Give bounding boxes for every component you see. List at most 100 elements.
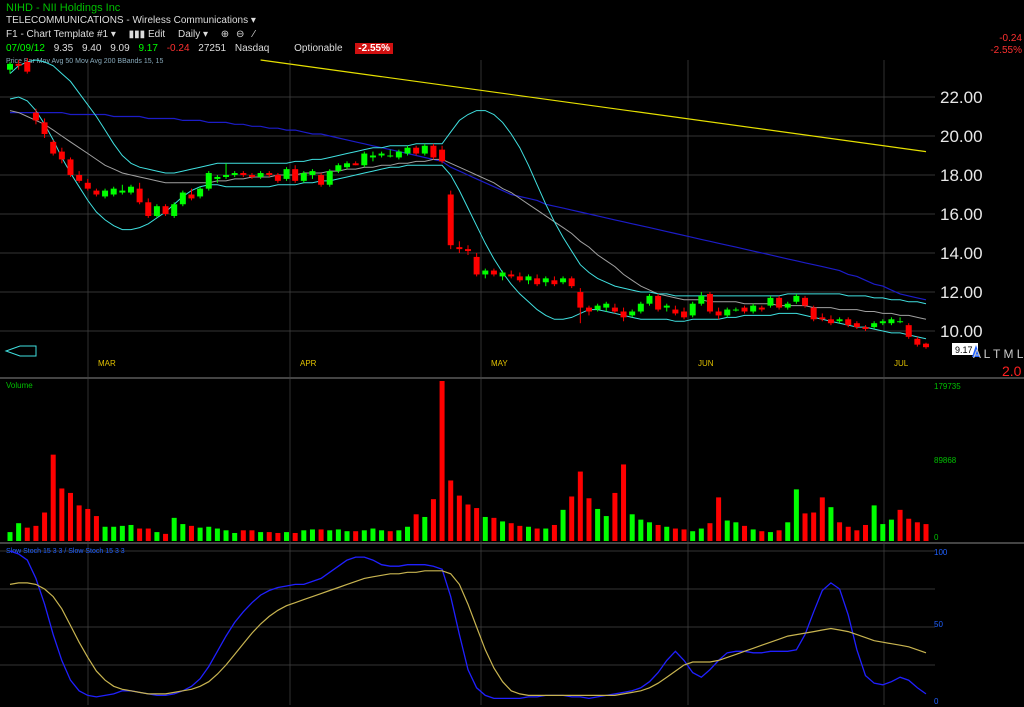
month-tick-label: APR: [300, 359, 317, 368]
candle-body: [637, 303, 644, 312]
price-tick-label: 16.00: [940, 205, 983, 224]
volume-bar: [845, 526, 851, 541]
volume-bar: [370, 528, 376, 541]
candle-body: [741, 307, 748, 312]
candle: [853, 321, 860, 330]
candle-body: [197, 188, 204, 197]
price-panel: Price Bar Mov Avg 50 Mov Avg 200 BBands …: [4, 58, 1024, 379]
candle: [482, 268, 489, 279]
candle: [248, 173, 255, 179]
candle-body: [542, 278, 549, 283]
candle-body: [50, 141, 57, 154]
candle: [750, 303, 757, 314]
volume-bar: [318, 529, 324, 541]
draw-line-icon[interactable]: ⁄: [253, 29, 255, 40]
candle-body: [283, 169, 290, 179]
candle-body: [827, 319, 834, 324]
candle: [534, 274, 541, 287]
volume-bar: [292, 532, 298, 541]
candle-body: [266, 173, 273, 175]
volume-bar: [361, 530, 367, 541]
candle-body: [136, 188, 143, 203]
volume-bar: [413, 514, 419, 541]
candle-body: [67, 159, 74, 175]
right-change: -0.24: [999, 33, 1022, 44]
candle-body: [300, 173, 307, 181]
candle-body: [585, 307, 592, 312]
candle-body: [914, 338, 921, 345]
candle: [473, 253, 480, 277]
volume-y-axis: 179735 89868 0: [934, 382, 961, 542]
volume-bar: [24, 527, 30, 541]
volume-bar: [577, 471, 583, 541]
candle: [110, 186, 117, 197]
stoch-tick-label: 0: [934, 697, 939, 706]
right-label-top: A L T M L: [973, 347, 1024, 361]
period-dropdown[interactable]: Daily ▾: [177, 29, 209, 40]
candle-body: [153, 206, 160, 216]
edit-button[interactable]: ▮▮▮ Edit: [128, 29, 166, 40]
volume-bar: [837, 522, 843, 541]
volume-bar: [819, 497, 825, 541]
candle-body: [508, 274, 515, 277]
volume-bar: [422, 516, 428, 541]
last-price-label: 9.17: [955, 345, 973, 355]
template-dropdown[interactable]: F1 - Chart Template #1 ▾: [6, 29, 116, 40]
candle-body: [689, 303, 696, 316]
zoom-in-icon[interactable]: ⊕: [220, 29, 230, 40]
candle-body: [145, 202, 152, 216]
candle-body: [274, 175, 281, 181]
candle: [430, 143, 437, 160]
alert-arrow-icon[interactable]: [972, 345, 980, 357]
candle-body: [93, 190, 100, 195]
candle-body: [490, 270, 497, 275]
volume-bar: [344, 531, 350, 541]
trendline: [260, 59, 927, 153]
volume-bar: [465, 504, 471, 541]
candle: [188, 188, 195, 201]
scroll-handle-icon[interactable]: [4, 345, 37, 357]
candle: [637, 301, 644, 314]
candle-body: [171, 204, 178, 216]
volume-bar: [474, 508, 480, 541]
volume-bar: [491, 517, 497, 541]
volume-tick-label: 0: [934, 533, 939, 542]
candle-body: [447, 194, 454, 246]
candle-body: [309, 171, 316, 175]
volume-bar: [534, 528, 540, 541]
candle: [197, 186, 204, 199]
candle: [102, 188, 109, 199]
candle-body: [629, 311, 636, 316]
quote-change: -0.24: [166, 43, 190, 54]
volume-bars: [7, 381, 929, 541]
volume-bar: [232, 532, 238, 541]
zoom-out-icon[interactable]: ⊖: [235, 29, 245, 40]
volume-bar: [707, 523, 713, 541]
sector-dropdown[interactable]: TELECOMMUNICATIONS - Wireless Communicat…: [6, 15, 256, 26]
volume-bar: [569, 496, 575, 541]
candle: [257, 171, 264, 179]
candle: [568, 276, 575, 289]
volume-bar: [163, 533, 169, 541]
volume-bar: [275, 532, 281, 541]
candle-body: [603, 303, 610, 308]
candle: [871, 321, 878, 330]
candle: [76, 171, 83, 183]
volume-bar: [681, 529, 687, 541]
candle: [352, 161, 359, 166]
candle: [732, 307, 739, 312]
candle: [585, 305, 592, 316]
candle-body: [378, 153, 385, 156]
volume-panel: Volume 179735 89868 0: [6, 381, 961, 542]
candle: [646, 293, 653, 306]
candle: [603, 301, 610, 312]
candle: [153, 204, 160, 218]
candle: [421, 143, 428, 156]
candle: [905, 323, 912, 339]
candle: [862, 325, 869, 331]
candle: [508, 270, 515, 279]
candle-body: [318, 175, 325, 185]
candle-body: [369, 155, 376, 158]
volume-bar: [863, 524, 869, 541]
candle: [369, 151, 376, 162]
